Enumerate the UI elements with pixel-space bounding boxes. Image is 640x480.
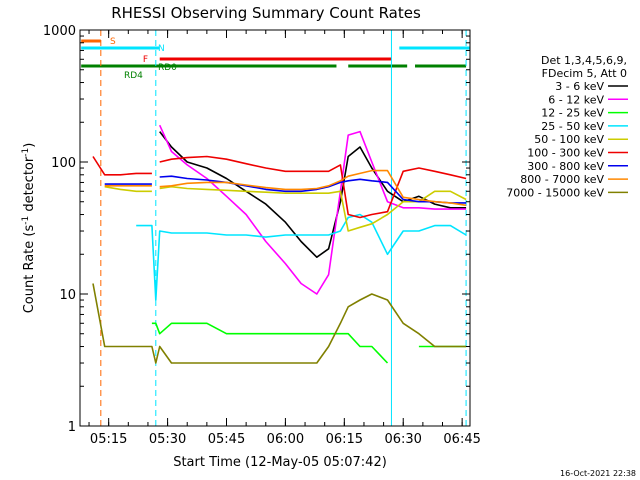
legend-label: 50 - 100 keV [534, 133, 604, 146]
data-series [92, 124, 467, 364]
legend-label: 3 - 6 keV [555, 80, 604, 93]
y-label-end: ) [22, 143, 37, 148]
series-line-3-6-kev [159, 131, 467, 258]
series-line-100-300-kev [92, 155, 467, 219]
legend-header-line: FDecim 5, Att 0 [542, 67, 627, 80]
flag-label-n: N [158, 44, 165, 54]
series-line-800-7000-kev [104, 169, 467, 207]
series-line-300-800-kev [104, 175, 467, 204]
legend-label: 300 - 800 keV [527, 160, 604, 173]
x-tick-label: 05:30 [149, 432, 186, 447]
y-tick-label: 1 [68, 420, 76, 435]
x-tick-label: 05:45 [208, 432, 245, 447]
y-label-mid: detector [22, 156, 37, 216]
y-axis-label: Count Rate (s-1 detector-1) [21, 143, 37, 314]
series-line-12-25-kev [151, 322, 467, 364]
legend-label: 25 - 50 keV [541, 120, 604, 133]
plot-frame [79, 29, 471, 427]
y-tick-label: 10 [59, 288, 76, 303]
chart-title: RHESSI Observing Summary Count Rates [111, 4, 421, 22]
series-line-50-100-kev [104, 185, 467, 232]
legend-label: 100 - 300 keV [527, 147, 604, 160]
x-tick-label: 06:15 [326, 432, 363, 447]
legend: Det 1,3,4,5,6,9,FDecim 5, Att 03 - 6 keV… [506, 54, 628, 199]
x-tick-label: 05:15 [90, 432, 127, 447]
x-axis-label: Start Time (12-May-05 05:07:42) [173, 455, 387, 470]
series-line-25-50-kev [136, 213, 467, 301]
timestamp: 16-Oct-2021 22:38 [560, 469, 636, 478]
flag-label-rd4: RD4 [124, 71, 143, 81]
axes: 05:15 05:30 05:45 06:00 06:15 06:30 06:45 1 10 10… [43, 24, 481, 447]
series-line-6-12-kev [158, 124, 467, 295]
series-line-7000-15000-kev [92, 283, 467, 364]
x-tick-label: 06:45 [443, 432, 480, 447]
svg-text:Count Rate (s-1 detector-1): Count Rate (s-1 detector-1) [21, 143, 37, 314]
legend-label: 800 - 7000 keV [520, 173, 604, 186]
legend-label: 6 - 12 keV [548, 93, 604, 106]
y-tick-label: 1000 [43, 24, 76, 39]
x-tick-label: 06:30 [384, 432, 421, 447]
y-label-exp2: -1 [21, 148, 31, 157]
legend-header-line: Det 1,3,4,5,6,9, [541, 54, 627, 67]
legend-label: 7000 - 15000 keV [506, 186, 604, 199]
flag-label-s: S [110, 37, 116, 47]
legend-label: 12 - 25 keV [541, 107, 604, 120]
y-label-main: Count Rate (s [22, 225, 37, 314]
flag-label-rd0: RD0 [158, 63, 177, 73]
flag-label-f: F [143, 55, 148, 65]
y-label-exp1: -1 [21, 216, 31, 225]
x-tick-label: 06:00 [267, 432, 304, 447]
y-tick-label: 100 [51, 156, 76, 171]
vertical-markers [100, 30, 467, 426]
